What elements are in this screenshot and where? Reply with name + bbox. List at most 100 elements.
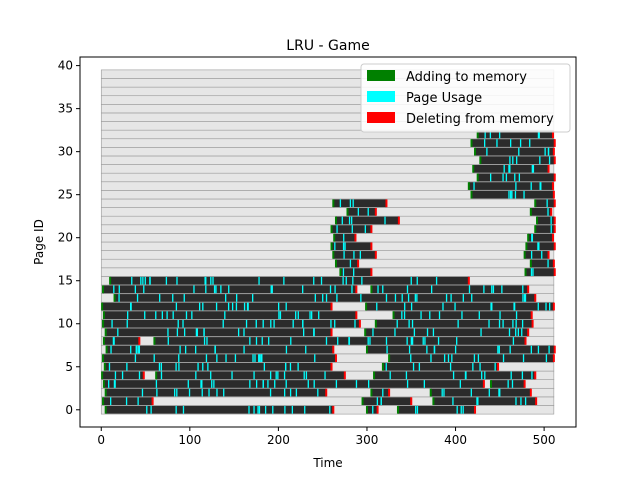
usage-mark-p10 [273,319,275,328]
usage-mark-p11 [127,311,129,320]
usage-mark-p14 [351,285,353,294]
usage-mark-p6 [314,354,316,363]
usage-mark-p15 [204,276,206,285]
usage-mark-p10 [521,319,524,328]
add-mark-p0-1 [365,405,368,414]
usage-mark-p13 [314,294,316,302]
usage-mark-p7 [135,345,138,354]
delete-mark-p31-0 [553,139,556,147]
usage-mark-p5 [178,362,180,371]
add-mark-p11-0 [102,311,105,320]
usage-mark-p3 [211,380,213,388]
resident-bar-p7-1 [366,345,555,354]
usage-mark-p15 [320,276,323,285]
usage-mark-p22 [351,216,353,225]
usage-mark-p6 [545,354,548,363]
usage-mark-p0 [304,405,306,414]
usage-mark-p0 [372,405,374,414]
usage-mark-p28 [508,164,510,173]
usage-mark-p11 [161,311,163,320]
usage-mark-p27 [505,173,508,182]
usage-mark-p5 [158,362,161,371]
usage-mark-p1 [477,397,479,406]
add-mark-p6-0 [102,354,105,363]
usage-mark-p12 [491,302,493,311]
usage-mark-p1 [524,397,527,406]
usage-mark-p11 [438,311,441,320]
usage-mark-p15 [205,276,207,285]
add-mark-p27-0 [476,173,479,182]
usage-mark-p10 [457,319,459,328]
usage-mark-p8 [456,337,458,345]
usage-mark-p14 [205,285,207,294]
resident-bar-p10-1 [375,319,533,328]
usage-mark-p21 [550,225,552,233]
resident-bar-p23-0 [347,208,376,216]
usage-mark-p29 [516,156,518,165]
resident-bar-p21-0 [331,225,372,233]
usage-mark-p8 [422,337,424,345]
add-mark-p24-0 [332,199,335,208]
usage-mark-p9 [413,328,416,337]
empty-row-24 [100,198,555,208]
add-mark-p6-1 [388,354,391,363]
usage-mark-p5 [197,362,199,371]
usage-mark-p9 [195,328,198,337]
usage-mark-p8 [367,337,369,345]
usage-mark-p8 [385,337,388,345]
y-tick-label-35: 35 [58,102,73,116]
usage-mark-p15 [258,276,260,285]
usage-mark-p13 [414,294,416,302]
usage-mark-p5 [263,362,266,371]
add-mark-p23-0 [346,208,349,216]
delete-mark-p3-0 [482,380,485,388]
usage-mark-p8 [167,337,169,345]
usage-mark-p0 [175,405,177,414]
resident-bar-p11-1 [393,311,532,320]
usage-mark-p2 [382,388,384,397]
usage-mark-p13 [523,294,526,302]
usage-mark-p6 [225,354,227,363]
usage-mark-p7 [537,345,540,354]
usage-mark-p11 [191,311,193,320]
empty-row-16 [100,267,555,277]
usage-mark-p0 [257,405,259,414]
usage-mark-p3 [313,380,315,388]
add-mark-p18-0 [332,251,335,259]
usage-mark-p6 [502,354,505,363]
resident-bar-p9-0 [105,328,332,337]
usage-mark-p8 [255,337,258,345]
usage-mark-p19 [537,242,539,251]
usage-mark-p13 [336,294,338,302]
usage-mark-p10 [330,319,332,328]
usage-mark-p12 [537,302,539,311]
resident-bar-p1-0 [103,397,153,406]
usage-mark-p2 [156,388,158,397]
usage-mark-p11 [144,311,146,320]
usage-mark-p9 [183,328,186,337]
usage-mark-p4 [305,371,308,380]
usage-mark-p10 [111,319,113,328]
add-mark-p4-0 [101,371,104,380]
delete-mark-p4-1 [343,371,346,380]
usage-mark-p12 [175,302,178,311]
usage-mark-p3 [249,380,251,388]
usage-mark-p25 [514,190,517,199]
add-mark-p0-2 [396,405,399,414]
usage-mark-p9 [117,328,119,337]
usage-mark-p5 [289,362,292,371]
usage-mark-p15 [361,276,363,285]
usage-mark-p15 [435,276,438,285]
usage-mark-p8 [268,337,270,345]
add-mark-p28-0 [472,164,475,173]
usage-mark-p3 [213,380,215,388]
usage-mark-p11 [155,311,157,320]
usage-mark-p4 [481,371,483,380]
add-mark-p11-1 [392,311,395,320]
usage-mark-p32 [537,130,540,139]
delete-mark-p0-2 [474,405,477,414]
usage-mark-p19 [334,242,336,251]
y-tick-label-25: 25 [58,188,73,202]
delete-mark-p6-0 [334,354,337,363]
usage-mark-p4 [277,371,279,380]
